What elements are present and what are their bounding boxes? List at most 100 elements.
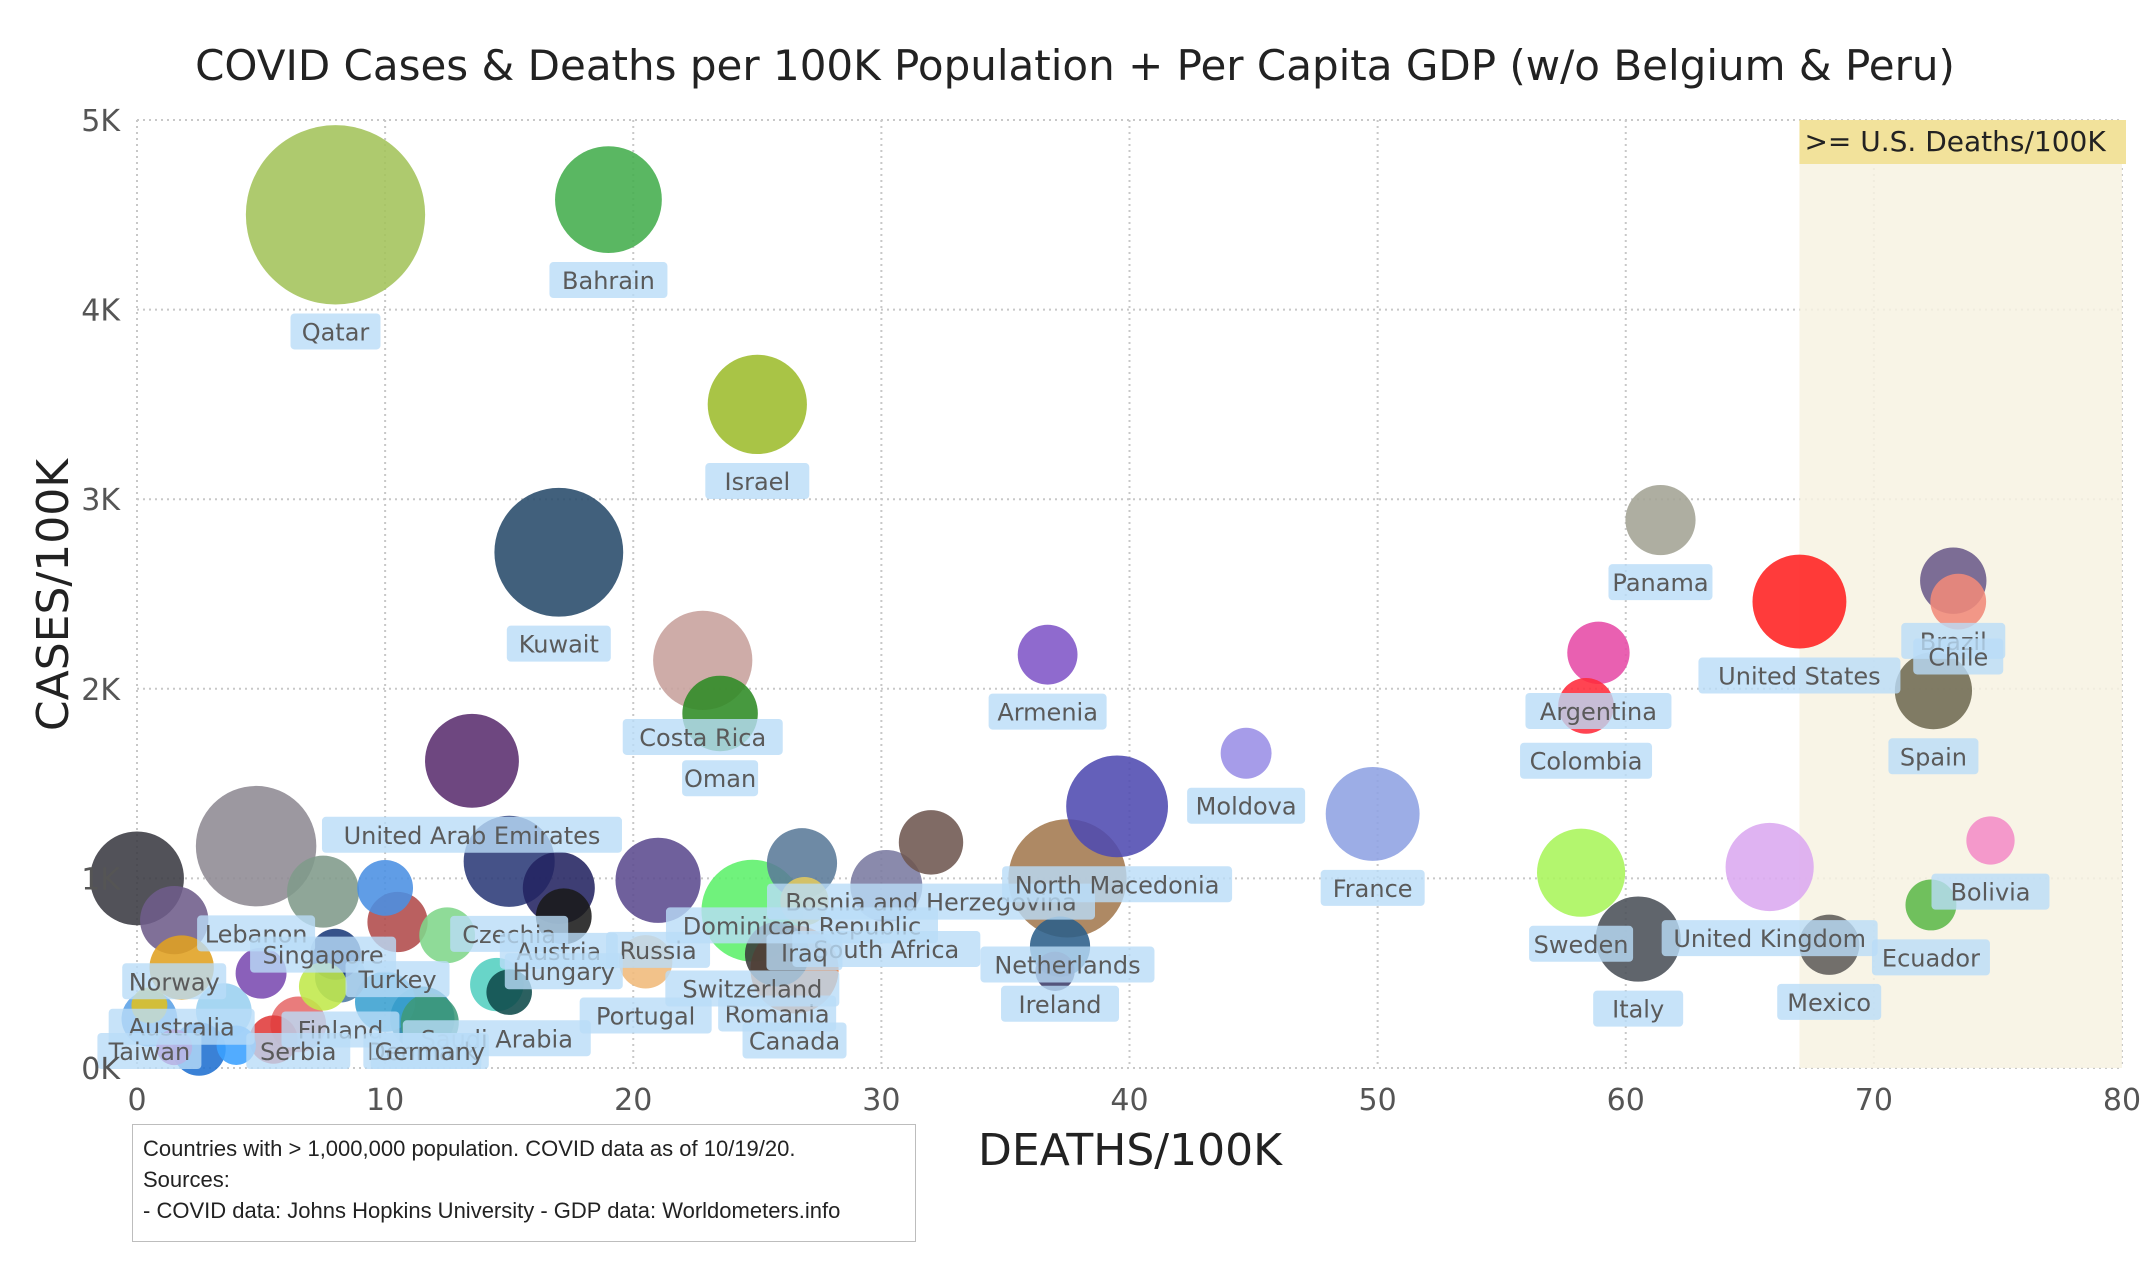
- point-label-text: Taiwan: [108, 1038, 191, 1066]
- x-tick-label: 10: [366, 1083, 404, 1118]
- bubble-bolivia[interactable]: [1966, 816, 2015, 865]
- axis-ticks: 0 10 20 30 40 50 60 70 80 0K 1K 2K 3K 4K 5K: [81, 104, 2141, 1118]
- point-label-bg: [980, 946, 1155, 983]
- bubble-bosnia-and-herzegovina[interactable]: [898, 810, 964, 875]
- x-tick-label: 80: [2103, 1083, 2141, 1118]
- point-label-bg: [1661, 920, 1878, 957]
- y-tick-label: 3K: [81, 483, 121, 518]
- bubble-panama[interactable]: [1625, 484, 1696, 556]
- footnote-line-1: Countries with > 1,000,000 population. C…: [143, 1136, 796, 1161]
- bubble-argentina[interactable]: [1567, 621, 1630, 684]
- bubble-north-macedonia[interactable]: [1066, 755, 1169, 858]
- point-label-bg: [1913, 638, 2004, 675]
- point-label-bg: [506, 625, 611, 662]
- bubble-united-arab-emirates[interactable]: [425, 713, 519, 808]
- label-bahrain: Bahrain: [549, 262, 668, 299]
- label-taiwan: Taiwan: [97, 1033, 202, 1069]
- label-united-kingdom: United Kingdom: [1661, 920, 1878, 957]
- bubble-qatar[interactable]: [245, 125, 426, 305]
- label-canada: Canada: [742, 1022, 847, 1059]
- point-label-bg: [1187, 787, 1306, 824]
- point-label-bg: [97, 1033, 202, 1069]
- label-qatar: Qatar: [290, 313, 381, 350]
- x-tick-label: 50: [1359, 1083, 1397, 1118]
- label-armenia: Armenia: [988, 693, 1107, 730]
- point-label-bg: [246, 1033, 351, 1069]
- highlight-band: >= U.S. Deaths/100K: [1799, 120, 2126, 1068]
- bubble-israel[interactable]: [707, 354, 807, 455]
- point-label-text: Sweden: [1534, 931, 1629, 959]
- label-chile: Chile: [1913, 638, 2004, 675]
- label-united-states: United States: [1698, 657, 1901, 694]
- bubble-russia[interactable]: [615, 837, 701, 923]
- point-label-bg: [1525, 692, 1672, 729]
- label-israel: Israel: [705, 463, 810, 500]
- point-label-bg: [1001, 985, 1120, 1022]
- point-label-bg: [1593, 990, 1684, 1027]
- point-label-text: Oman: [684, 765, 756, 793]
- point-label-bg: [321, 816, 622, 853]
- bubble-chile[interactable]: [1930, 573, 1987, 630]
- bubble[interactable]: [298, 962, 348, 1011]
- point-label-bg: [766, 934, 843, 971]
- footnote-line-3: - COVID data: Johns Hopkins University -…: [143, 1198, 841, 1223]
- bubble-sweden[interactable]: [1536, 828, 1626, 917]
- y-tick-label: 0K: [81, 1052, 121, 1087]
- highlight-band-label: >= U.S. Deaths/100K: [1804, 125, 2106, 158]
- point-label-bg: [504, 953, 623, 990]
- bubble-armenia[interactable]: [1017, 624, 1078, 685]
- point-label-text: Italy: [1612, 996, 1664, 1024]
- point-label-text: Canada: [749, 1027, 840, 1055]
- label-oman: Oman: [682, 760, 759, 797]
- label-argentina: Argentina: [1525, 692, 1672, 729]
- bubble-dominican-republic[interactable]: [766, 828, 838, 899]
- label-hungary: Hungary: [504, 953, 623, 990]
- chart-title: COVID Cases & Deaths per 100K Population…: [195, 41, 1955, 90]
- bubble[interactable]: [357, 859, 414, 916]
- bubble-kuwait[interactable]: [494, 487, 624, 617]
- label-france: France: [1320, 869, 1425, 906]
- label-norway: Norway: [122, 963, 227, 1000]
- point-label-text: Portugal: [596, 1003, 695, 1031]
- point-label-text: Colombia: [1530, 748, 1643, 776]
- bubble-moldova[interactable]: [1220, 727, 1272, 779]
- label-colombia: Colombia: [1520, 742, 1653, 779]
- point-label-text: Switzerland: [682, 976, 822, 1004]
- bubble-united-kingdom[interactable]: [1725, 822, 1814, 912]
- label-sweden: Sweden: [1529, 925, 1634, 962]
- point-label-text: Netherlands: [994, 952, 1140, 980]
- x-tick-label: 30: [862, 1083, 900, 1118]
- label-kuwait: Kuwait: [506, 625, 611, 662]
- x-tick-label: 40: [1110, 1083, 1148, 1118]
- point-label-bg: [1529, 925, 1634, 962]
- point-label-text: United Arab Emirates: [344, 822, 601, 850]
- point-label-text: Costa Rica: [639, 724, 766, 752]
- label-moldova: Moldova: [1187, 787, 1306, 824]
- bubble-lebanon[interactable]: [195, 785, 317, 907]
- point-label-text: Serbia: [260, 1038, 336, 1066]
- label-netherlands: Netherlands: [980, 946, 1155, 983]
- point-label-text: Ecuador: [1882, 944, 1980, 972]
- point-label-text: France: [1333, 875, 1413, 903]
- point-label-text: Bahrain: [562, 267, 655, 295]
- label-ireland: Ireland: [1001, 985, 1120, 1022]
- point-label-text: Chile: [1928, 643, 1988, 671]
- label-turkey: Turkey: [345, 961, 450, 998]
- point-label-bg: [742, 1022, 847, 1059]
- point-label-text: Turkey: [357, 966, 436, 994]
- label-north-macedonia: North Macedonia: [1002, 866, 1233, 903]
- point-label-text: Armenia: [997, 699, 1098, 727]
- point-label-bg: [370, 1033, 489, 1069]
- bubble-united-states[interactable]: [1752, 554, 1847, 649]
- point-label-text: Germany: [375, 1038, 485, 1066]
- bubble-singapore[interactable]: [287, 855, 360, 928]
- bubble-bahrain[interactable]: [555, 146, 662, 254]
- label-serbia: Serbia: [246, 1033, 351, 1069]
- label-mexico: Mexico: [1777, 983, 1882, 1020]
- label-bolivia: Bolivia: [1931, 873, 2050, 910]
- point-label-text: Kuwait: [519, 631, 599, 659]
- footnote-line-2: Sources:: [143, 1167, 230, 1192]
- bubble-france[interactable]: [1325, 766, 1420, 861]
- y-axis-title: CASES/100K: [28, 458, 79, 731]
- point-label-bg: [1871, 939, 1990, 976]
